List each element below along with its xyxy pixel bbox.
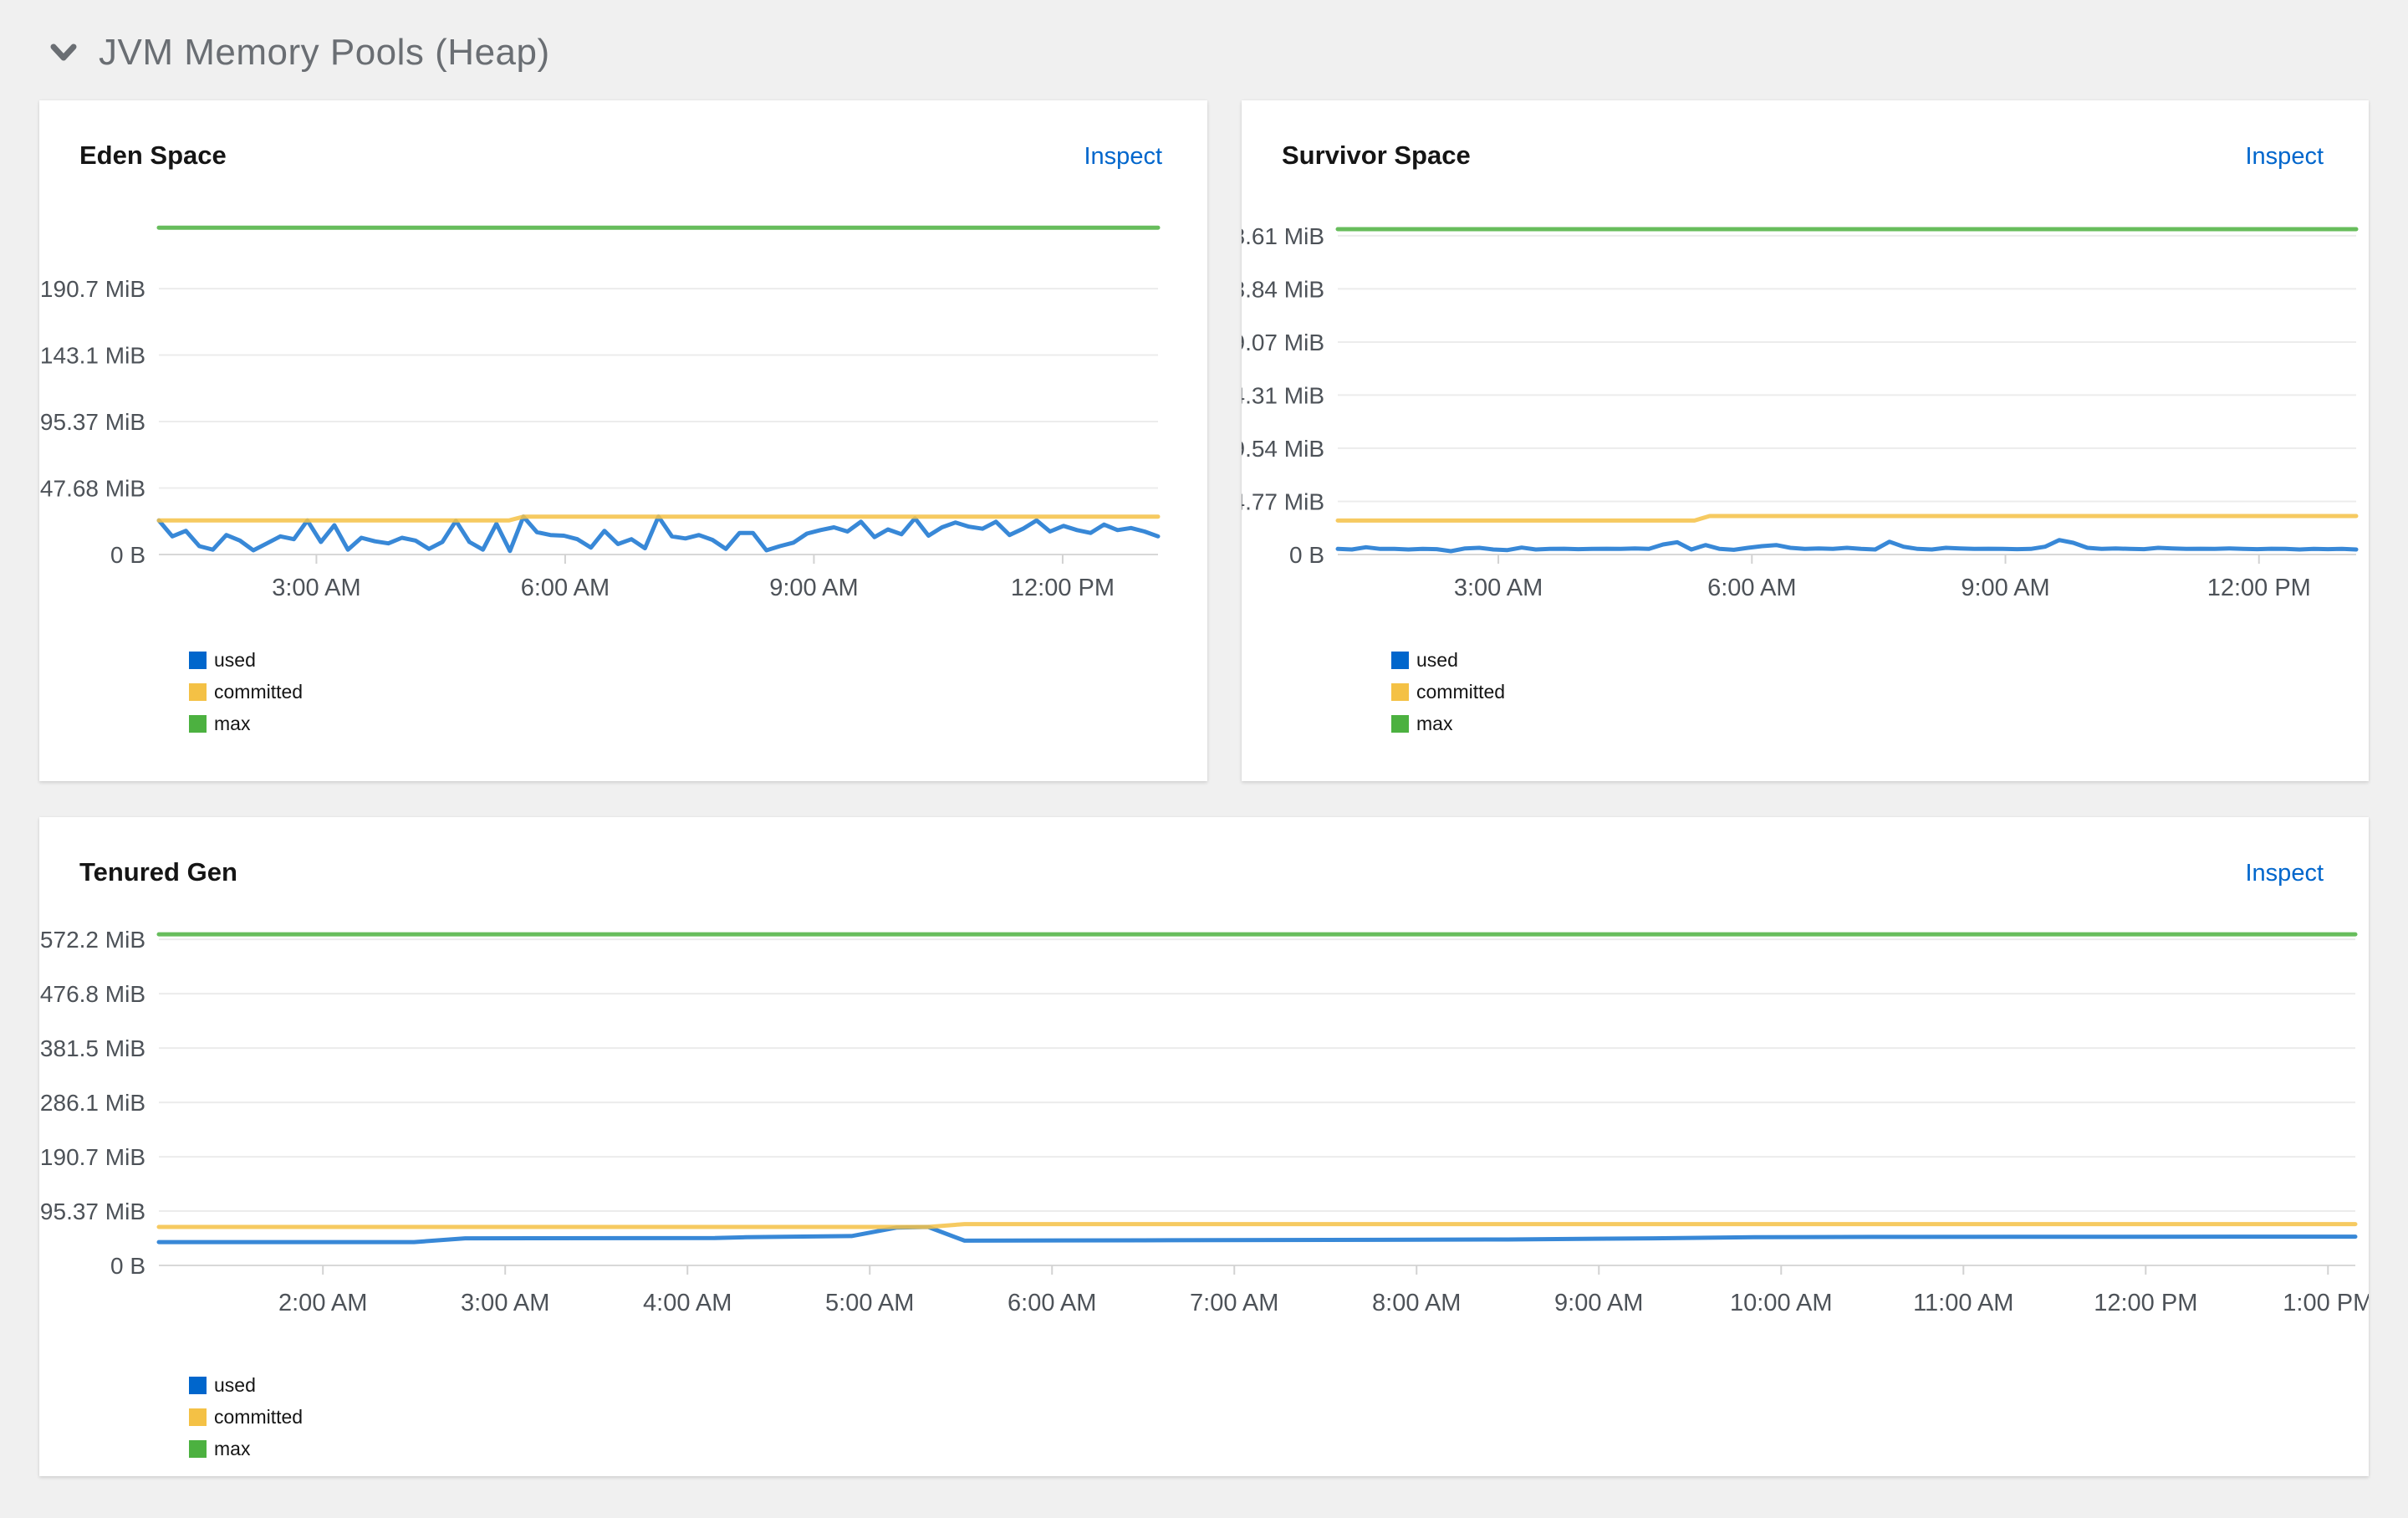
svg-text:9:00 AM: 9:00 AM [769, 575, 858, 601]
svg-text:0 B: 0 B [1289, 542, 1324, 568]
panel-title-tenured-gen: Tenured Gen [79, 857, 237, 887]
legend-label-committed: committed [1416, 681, 1506, 703]
svg-text:572.2 MiB: 572.2 MiB [40, 927, 145, 953]
svg-text:1:00 PM: 1:00 PM [2283, 1290, 2369, 1316]
legend-label-max: max [1416, 713, 1453, 734]
svg-text:6:00 AM: 6:00 AM [1008, 1290, 1096, 1316]
chart-legend-survivor-space: used committed max [1391, 649, 1505, 735]
svg-text:286.1 MiB: 286.1 MiB [40, 1090, 145, 1116]
legend-swatch-used [189, 1377, 207, 1394]
panel-eden-space: Eden Space Inspect 0 B 47.68 MiB 95.37 MiB… [39, 100, 1207, 781]
inspect-link-survivor-space[interactable]: Inspect [2245, 143, 2324, 170]
legend-swatch-committed [189, 1408, 207, 1426]
legend-swatch-max [189, 715, 207, 733]
svg-text:6:00 AM: 6:00 AM [1707, 575, 1796, 601]
svg-text:0 B: 0 B [110, 1253, 145, 1279]
svg-text:19.07 MiB: 19.07 MiB [1242, 330, 1324, 355]
svg-text:11:00 AM: 11:00 AM [1913, 1290, 2013, 1316]
panel-header: Tenured Gen Inspect [39, 857, 2369, 887]
panel-title-survivor-space: Survivor Space [1282, 141, 1471, 170]
section-collapse-toggle[interactable] [48, 38, 79, 68]
svg-text:6:00 AM: 6:00 AM [521, 575, 610, 601]
legend-item-committed: committed [1391, 681, 1505, 703]
svg-text:9.54 MiB: 9.54 MiB [1242, 436, 1324, 462]
legend-label-committed: committed [214, 681, 304, 703]
svg-text:28.61 MiB: 28.61 MiB [1242, 223, 1324, 249]
legend-swatch-committed [1391, 683, 1409, 701]
legend-label-used: used [214, 649, 256, 671]
legend-item-used: used [1391, 649, 1505, 672]
inspect-link-eden-space[interactable]: Inspect [1084, 143, 1163, 170]
legend-swatch-max [1391, 715, 1409, 733]
legend-item-used: used [189, 1374, 303, 1397]
panel-survivor-space: Survivor Space Inspect 0 B 4.77 MiB 9.54 M… [1242, 100, 2369, 781]
legend-label-used: used [1416, 649, 1458, 671]
svg-text:9:00 AM: 9:00 AM [1554, 1290, 1643, 1316]
legend-item-used: used [189, 649, 303, 672]
legend-label-committed: committed [214, 1406, 304, 1428]
section-header: JVM Memory Pools (Heap) [48, 32, 550, 74]
svg-text:95.37 MiB: 95.37 MiB [40, 409, 145, 435]
legend-swatch-used [1391, 652, 1409, 669]
svg-text:23.84 MiB: 23.84 MiB [1242, 276, 1324, 302]
panel-title-eden-space: Eden Space [79, 141, 227, 170]
legend-item-committed: committed [189, 681, 303, 703]
chart-legend-eden-space: used committed max [189, 649, 303, 735]
legend-label-max: max [214, 1438, 251, 1459]
svg-text:4.77 MiB: 4.77 MiB [1242, 488, 1324, 514]
legend-item-max: max [189, 1438, 303, 1460]
svg-text:2:00 AM: 2:00 AM [278, 1290, 367, 1316]
panel-tenured-gen: Tenured Gen Inspect 0 B 95.37 MiB 190.7 Mi… [39, 817, 2369, 1476]
svg-text:190.7 MiB: 190.7 MiB [40, 276, 145, 302]
tenured-gen-chart-canvas: 0 B 95.37 MiB 190.7 MiB 286.1 MiB 381.5 MiB 4… [40, 927, 2369, 1316]
svg-text:8:00 AM: 8:00 AM [1372, 1290, 1461, 1316]
chevron-down-icon [50, 43, 77, 61]
legend-swatch-committed [189, 683, 207, 701]
svg-text:12:00 PM: 12:00 PM [1011, 575, 1115, 601]
legend-label-max: max [214, 713, 251, 734]
legend-label-used: used [214, 1374, 256, 1396]
legend-item-committed: committed [189, 1406, 303, 1429]
svg-text:476.8 MiB: 476.8 MiB [40, 981, 145, 1007]
svg-text:14.31 MiB: 14.31 MiB [1242, 382, 1324, 408]
svg-text:9:00 AM: 9:00 AM [1961, 575, 2049, 601]
eden-space-chart-canvas: 0 B 47.68 MiB 95.37 MiB 143.1 MiB 190.7 MiB 3… [40, 225, 1161, 601]
legend-item-max: max [189, 713, 303, 735]
svg-text:3:00 AM: 3:00 AM [272, 575, 360, 601]
svg-text:0 B: 0 B [110, 542, 145, 568]
chart-legend-tenured-gen: used committed max [189, 1374, 303, 1460]
panel-header: Eden Space Inspect [39, 141, 1207, 171]
svg-text:12:00 PM: 12:00 PM [2207, 575, 2311, 601]
panel-header: Survivor Space Inspect [1242, 141, 2369, 171]
svg-text:3:00 AM: 3:00 AM [1454, 575, 1543, 601]
svg-text:47.68 MiB: 47.68 MiB [40, 476, 145, 502]
svg-text:10:00 AM: 10:00 AM [1730, 1290, 1833, 1316]
svg-text:95.37 MiB: 95.37 MiB [40, 1199, 145, 1224]
section-title: JVM Memory Pools (Heap) [99, 32, 550, 73]
legend-swatch-used [189, 652, 207, 669]
svg-text:143.1 MiB: 143.1 MiB [40, 343, 145, 369]
svg-text:12:00 PM: 12:00 PM [2094, 1290, 2197, 1316]
inspect-link-tenured-gen[interactable]: Inspect [2245, 860, 2324, 887]
svg-text:3:00 AM: 3:00 AM [461, 1290, 549, 1316]
svg-text:5:00 AM: 5:00 AM [825, 1290, 914, 1316]
svg-text:7:00 AM: 7:00 AM [1190, 1290, 1278, 1316]
legend-swatch-max [189, 1440, 207, 1458]
survivor-space-chart-canvas: 0 B 4.77 MiB 9.54 MiB 14.31 MiB 19.07 MiB 23.… [1242, 223, 2359, 601]
legend-item-max: max [1391, 713, 1505, 735]
svg-text:190.7 MiB: 190.7 MiB [40, 1144, 145, 1170]
svg-text:381.5 MiB: 381.5 MiB [40, 1035, 145, 1061]
svg-text:4:00 AM: 4:00 AM [643, 1290, 732, 1316]
